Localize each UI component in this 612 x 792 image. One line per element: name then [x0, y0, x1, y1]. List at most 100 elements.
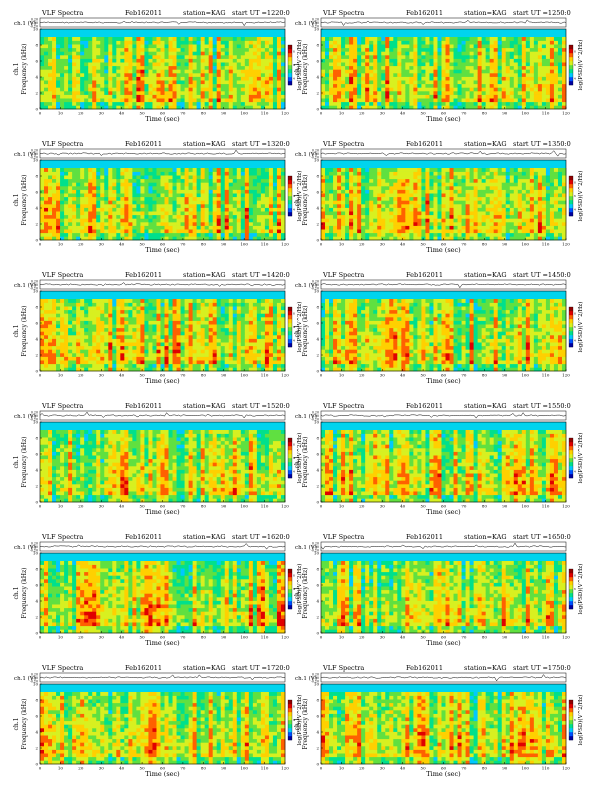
heatmap-cell [184, 76, 189, 81]
heatmap-cell [56, 37, 61, 41]
heatmap-cell [537, 105, 543, 110]
heatmap-cell [561, 37, 567, 41]
heatmap-cell [232, 182, 238, 187]
heatmap-cell [353, 105, 358, 110]
y-tick-label: 2 [35, 222, 38, 227]
heatmap-cell [501, 200, 507, 205]
heatmap-cell [365, 62, 370, 67]
heatmap-cell [228, 193, 234, 198]
heatmap-cell [140, 44, 145, 49]
heatmap-cell [477, 200, 482, 205]
heatmap-cell [64, 47, 69, 52]
heatmap-cell [84, 229, 89, 234]
heatmap-cell [192, 200, 197, 205]
heatmap-cell [112, 211, 117, 216]
heatmap-cell [272, 193, 278, 198]
heatmap-cell [200, 222, 205, 226]
heatmap-cell [164, 51, 169, 56]
heatmap-cell [513, 76, 519, 81]
y-tick-label: 10 [33, 158, 39, 163]
heatmap-cell [188, 73, 193, 77]
heatmap-cell [216, 80, 222, 85]
heatmap-cell [537, 182, 543, 187]
heatmap-cell [393, 73, 398, 77]
heatmap-cell [369, 229, 374, 234]
heatmap-cell [489, 69, 495, 74]
heatmap-cell [369, 58, 374, 63]
heatmap-cell [329, 178, 334, 183]
heatmap-cell [349, 73, 354, 77]
heatmap-cell [272, 168, 278, 172]
heatmap-cell [485, 204, 490, 208]
heatmap-cell [148, 55, 153, 59]
channel-tick-label: -0.20 [30, 25, 38, 29]
heatmap-cell [437, 73, 442, 77]
heatmap-cell [172, 171, 177, 176]
heatmap-cell [256, 83, 262, 88]
channel-tick-label: 0.00 [31, 21, 38, 25]
heatmap-cell [377, 76, 382, 81]
heatmap-cell [172, 58, 177, 63]
heatmap-cell [529, 204, 535, 208]
heatmap-cell [449, 65, 454, 70]
heatmap-cell [453, 51, 458, 56]
heatmap-cell [413, 101, 418, 106]
heatmap-cell [397, 76, 402, 81]
heatmap-cell [180, 214, 185, 219]
panel-date: Feb162011 [125, 9, 162, 17]
heatmap-cell [152, 211, 157, 216]
heatmap-cell [537, 175, 543, 180]
heatmap-cell [385, 105, 390, 110]
heatmap-cell [417, 44, 422, 49]
heatmap-cell [429, 101, 434, 106]
heatmap-cell [52, 211, 57, 216]
heatmap-cell [100, 51, 105, 56]
heatmap-cell [349, 186, 354, 190]
heatmap-cell [433, 98, 438, 103]
heatmap-cell [128, 76, 133, 81]
heatmap-cell [337, 83, 342, 88]
heatmap-cell [493, 207, 499, 212]
heatmap-cell [200, 83, 205, 88]
colorbar-tick-label: 4 [574, 76, 576, 80]
heatmap-cell [84, 232, 89, 237]
heatmap-cell [465, 94, 470, 99]
colorbar-segment [288, 69, 292, 74]
heatmap-cell [60, 98, 65, 103]
heatmap-cell [192, 182, 197, 187]
heatmap-cell [96, 171, 101, 176]
heatmap-cell [509, 218, 515, 223]
heatmap-cell [441, 94, 446, 99]
heatmap-cell [144, 44, 149, 49]
x-tick-label: 30 [99, 111, 105, 116]
heatmap-cell [437, 168, 442, 172]
heatmap-cell [325, 58, 330, 63]
heatmap-cell [136, 232, 141, 237]
heatmap-cell [541, 51, 547, 56]
heatmap-cell [349, 200, 354, 205]
heatmap-cell [457, 207, 462, 212]
heatmap-cell [493, 171, 499, 176]
heatmap-cell [321, 105, 326, 110]
heatmap-cell [144, 211, 149, 216]
heatmap-cell [465, 178, 470, 183]
heatmap-cell [44, 200, 49, 205]
heatmap-cell [353, 182, 358, 187]
heatmap-cell [124, 37, 129, 41]
heatmap-cell [357, 73, 362, 77]
heatmap-cell [361, 196, 366, 201]
heatmap-cell [393, 83, 398, 88]
heatmap-cell [112, 193, 117, 198]
heatmap-cell [465, 175, 470, 180]
heatmap-cell [545, 65, 551, 70]
heatmap-cell [473, 189, 478, 194]
heatmap-cell [228, 211, 234, 216]
heatmap-cell [381, 105, 386, 110]
heatmap-cell [92, 193, 97, 198]
heatmap-cell [240, 94, 246, 99]
heatmap-cell [224, 218, 230, 223]
heatmap-cell [60, 222, 65, 226]
heatmap-cell [525, 83, 531, 88]
heatmap-cell [545, 91, 551, 95]
heatmap-cell [172, 204, 177, 208]
